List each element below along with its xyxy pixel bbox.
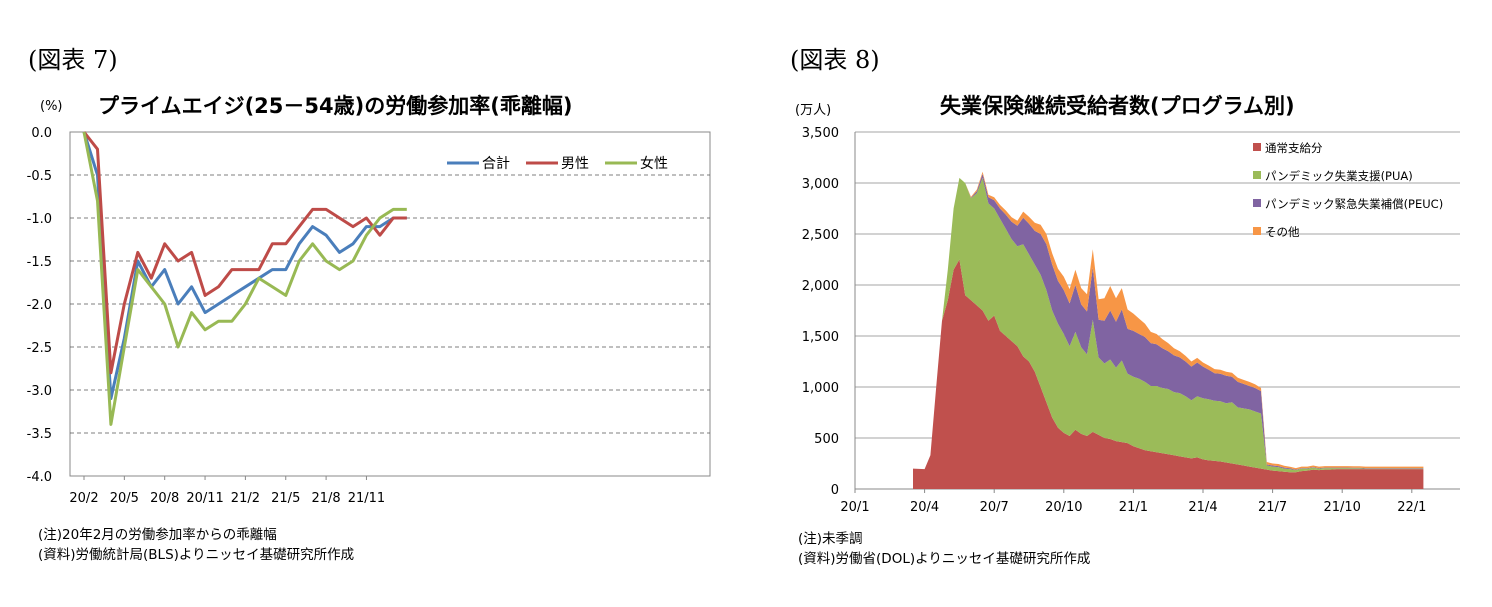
- legend-label: 通常支給分: [1265, 141, 1323, 155]
- figure-8-unit: (万人): [795, 103, 832, 118]
- y-tick-label: 3,500: [802, 126, 839, 141]
- x-tick-label: 21/5: [271, 491, 300, 506]
- x-tick-label: 21/1: [1119, 500, 1148, 515]
- figure-7-unit: (%): [40, 99, 63, 114]
- series-line: [82, 131, 407, 401]
- x-tick-label: 21/11: [348, 491, 385, 506]
- x-tick-label: 21/10: [1323, 500, 1360, 515]
- x-tick-label: 20/11: [186, 491, 223, 506]
- y-tick-label: 1,000: [802, 381, 839, 396]
- y-tick-label: 0: [831, 483, 839, 498]
- x-tick-label: 22/1: [1397, 500, 1426, 515]
- x-tick-label: 21/7: [1258, 500, 1287, 515]
- y-tick-label: -4.0: [27, 470, 52, 485]
- figure-8-note: (注)未季調: [798, 531, 863, 547]
- y-tick-label: -3.0: [27, 384, 52, 399]
- area-series: [913, 173, 1424, 471]
- x-tick-label: 20/4: [910, 500, 939, 515]
- x-tick-label: 20/10: [1045, 500, 1082, 515]
- figure-7-note: (注)20年2月の労働参加率からの乖離幅: [38, 527, 277, 543]
- legend-label: 女性: [640, 155, 668, 172]
- legend-swatch: [1253, 143, 1261, 151]
- y-tick-label: 2,000: [802, 279, 839, 294]
- y-tick-label: 2,500: [802, 228, 839, 243]
- y-tick-label: -3.5: [27, 427, 52, 442]
- series-line: [82, 131, 407, 375]
- figure-7-label: (図表 7): [28, 46, 118, 74]
- legend-label: その他: [1265, 225, 1300, 239]
- legend-label: パンデミック失業支援(PUA): [1265, 169, 1413, 183]
- legend-swatch: [1253, 171, 1261, 179]
- figure-7-title: プライムエイジ(25－54歳)の労働参加率(乖離幅): [98, 94, 573, 118]
- x-tick-label: 20/1: [840, 500, 869, 515]
- y-tick-label: -1.5: [27, 255, 52, 270]
- x-tick-label: 21/2: [231, 491, 260, 506]
- y-tick-label: -1.0: [27, 212, 52, 227]
- y-tick-label: -0.5: [27, 169, 52, 184]
- x-tick-label: 20/7: [980, 500, 1009, 515]
- y-tick-label: 0.0: [31, 126, 52, 141]
- figure-8-source: (資料)労働省(DOL)よりニッセイ基礎研究所作成: [798, 551, 1091, 567]
- area-series: [913, 259, 1424, 489]
- x-tick-label: 21/4: [1188, 500, 1217, 515]
- x-tick-label: 21/8: [311, 491, 340, 506]
- figure-8-label: (図表 8): [790, 46, 880, 74]
- legend-label: パンデミック緊急失業補償(PEUC): [1265, 197, 1443, 211]
- area-series: [913, 177, 1424, 473]
- legend-swatch: [1253, 199, 1261, 207]
- figure-7-source: (資料)労働統計局(BLS)よりニッセイ基礎研究所作成: [38, 547, 355, 563]
- y-tick-label: 500: [814, 432, 839, 447]
- y-tick-label: 3,000: [802, 177, 839, 192]
- figure-8-title: 失業保険継続受給者数(プログラム別): [940, 94, 1295, 118]
- legend-label: 合計: [482, 156, 510, 172]
- legend-swatch: [1253, 227, 1261, 235]
- series-line: [82, 131, 407, 426]
- y-tick-label: 1,500: [802, 330, 839, 345]
- x-tick-label: 20/2: [69, 491, 98, 506]
- y-tick-label: -2.5: [27, 341, 52, 356]
- legend-label: 男性: [561, 156, 589, 172]
- y-tick-label: -2.0: [27, 298, 52, 313]
- x-tick-label: 20/8: [150, 491, 179, 506]
- x-tick-label: 20/5: [110, 491, 139, 506]
